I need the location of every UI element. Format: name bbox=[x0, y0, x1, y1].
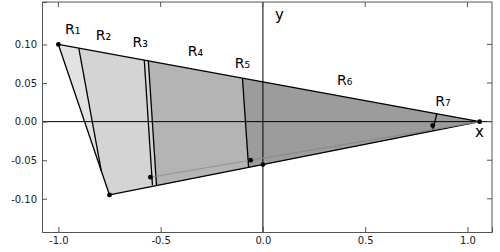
tick-label: -0.05 bbox=[11, 155, 37, 166]
vertex-point bbox=[107, 193, 112, 198]
chart: -1.0 -0.5 0.0 0.5 1.0 -0.10 -0.05 0.00 0.05 0.10 x… bbox=[0, 0, 500, 252]
region-label: R₆ bbox=[337, 72, 353, 88]
tick-label: 0.00 bbox=[15, 116, 37, 127]
x-axis-label: x bbox=[475, 123, 484, 141]
region-polygon bbox=[58, 44, 479, 195]
tick-label: -1.0 bbox=[49, 235, 69, 246]
tick: 0.10 bbox=[15, 39, 47, 50]
tick-mark bbox=[365, 227, 366, 232]
y-axis-label: y bbox=[275, 6, 284, 24]
tick-mark bbox=[467, 2, 468, 7]
vertex-point bbox=[56, 42, 61, 47]
region-polygon bbox=[148, 61, 479, 186]
region-label: R₄ bbox=[188, 43, 204, 59]
tick-label: 0.0 bbox=[255, 235, 271, 246]
tick: 0.00 bbox=[15, 116, 47, 127]
region-label: R₁ bbox=[65, 21, 80, 37]
region-label: R₃ bbox=[133, 34, 148, 50]
frame-top bbox=[42, 2, 492, 3]
x-axis-line bbox=[42, 121, 492, 122]
frame-right bbox=[492, 2, 493, 232]
region-label: R₂ bbox=[96, 27, 111, 43]
tick-mark bbox=[58, 227, 59, 232]
tick-label: 0.10 bbox=[15, 39, 37, 50]
tick-mark bbox=[487, 121, 492, 122]
tick-mark bbox=[263, 227, 264, 232]
tick: -0.10 bbox=[11, 194, 47, 205]
tick-mark bbox=[42, 160, 47, 161]
segment bbox=[58, 44, 109, 195]
vertex-point bbox=[261, 162, 266, 167]
y-axis-line bbox=[262, 2, 263, 232]
segment bbox=[79, 48, 102, 171]
vertex-point bbox=[430, 123, 435, 128]
segment bbox=[148, 61, 156, 186]
tick: -1.0 bbox=[49, 227, 69, 246]
tick-label: 0.05 bbox=[15, 78, 37, 89]
region-polygon bbox=[242, 78, 479, 167]
tick-mark bbox=[467, 227, 468, 232]
vertex-point bbox=[148, 175, 153, 180]
axis-domain bbox=[43, 227, 493, 233]
tick-mark bbox=[487, 83, 492, 84]
y-axis: -0.10 -0.05 0.00 0.05 0.10 bbox=[11, 3, 47, 233]
segment bbox=[110, 122, 480, 195]
plot-area bbox=[42, 2, 492, 232]
axis-domain bbox=[43, 3, 48, 233]
segment bbox=[433, 114, 437, 131]
tick-mark bbox=[42, 44, 47, 45]
tick-mark bbox=[161, 227, 162, 232]
segment bbox=[144, 60, 152, 185]
tick-mark bbox=[487, 160, 492, 161]
tick-mark bbox=[42, 83, 47, 84]
tick: 1.0 bbox=[460, 227, 476, 246]
x-axis: -1.0 -0.5 0.0 0.5 1.0 bbox=[43, 227, 493, 246]
tick-label: -0.10 bbox=[11, 194, 37, 205]
tick-mark bbox=[487, 198, 492, 199]
vertex-point bbox=[248, 158, 253, 163]
tick: -0.5 bbox=[151, 227, 171, 246]
tick-mark bbox=[160, 2, 161, 7]
tick-mark bbox=[58, 2, 59, 7]
segment bbox=[242, 78, 248, 167]
tick: 0.5 bbox=[358, 227, 374, 246]
tick-mark bbox=[42, 199, 47, 200]
tick-mark bbox=[365, 2, 366, 7]
tick-label: 0.5 bbox=[358, 235, 374, 246]
region-label: R₇ bbox=[435, 93, 450, 109]
tick-mark bbox=[262, 2, 263, 7]
segment bbox=[58, 44, 479, 121]
tick-mark bbox=[487, 44, 492, 45]
tick: -0.05 bbox=[11, 155, 47, 166]
tick: 0.05 bbox=[15, 78, 47, 89]
tick-mark bbox=[42, 122, 47, 123]
segment bbox=[150, 122, 479, 178]
tick: 0.0 bbox=[255, 227, 271, 246]
tick-label: -0.5 bbox=[151, 235, 171, 246]
tick-label: 1.0 bbox=[460, 235, 476, 246]
segment bbox=[251, 122, 480, 161]
region-label: R₅ bbox=[235, 55, 250, 71]
